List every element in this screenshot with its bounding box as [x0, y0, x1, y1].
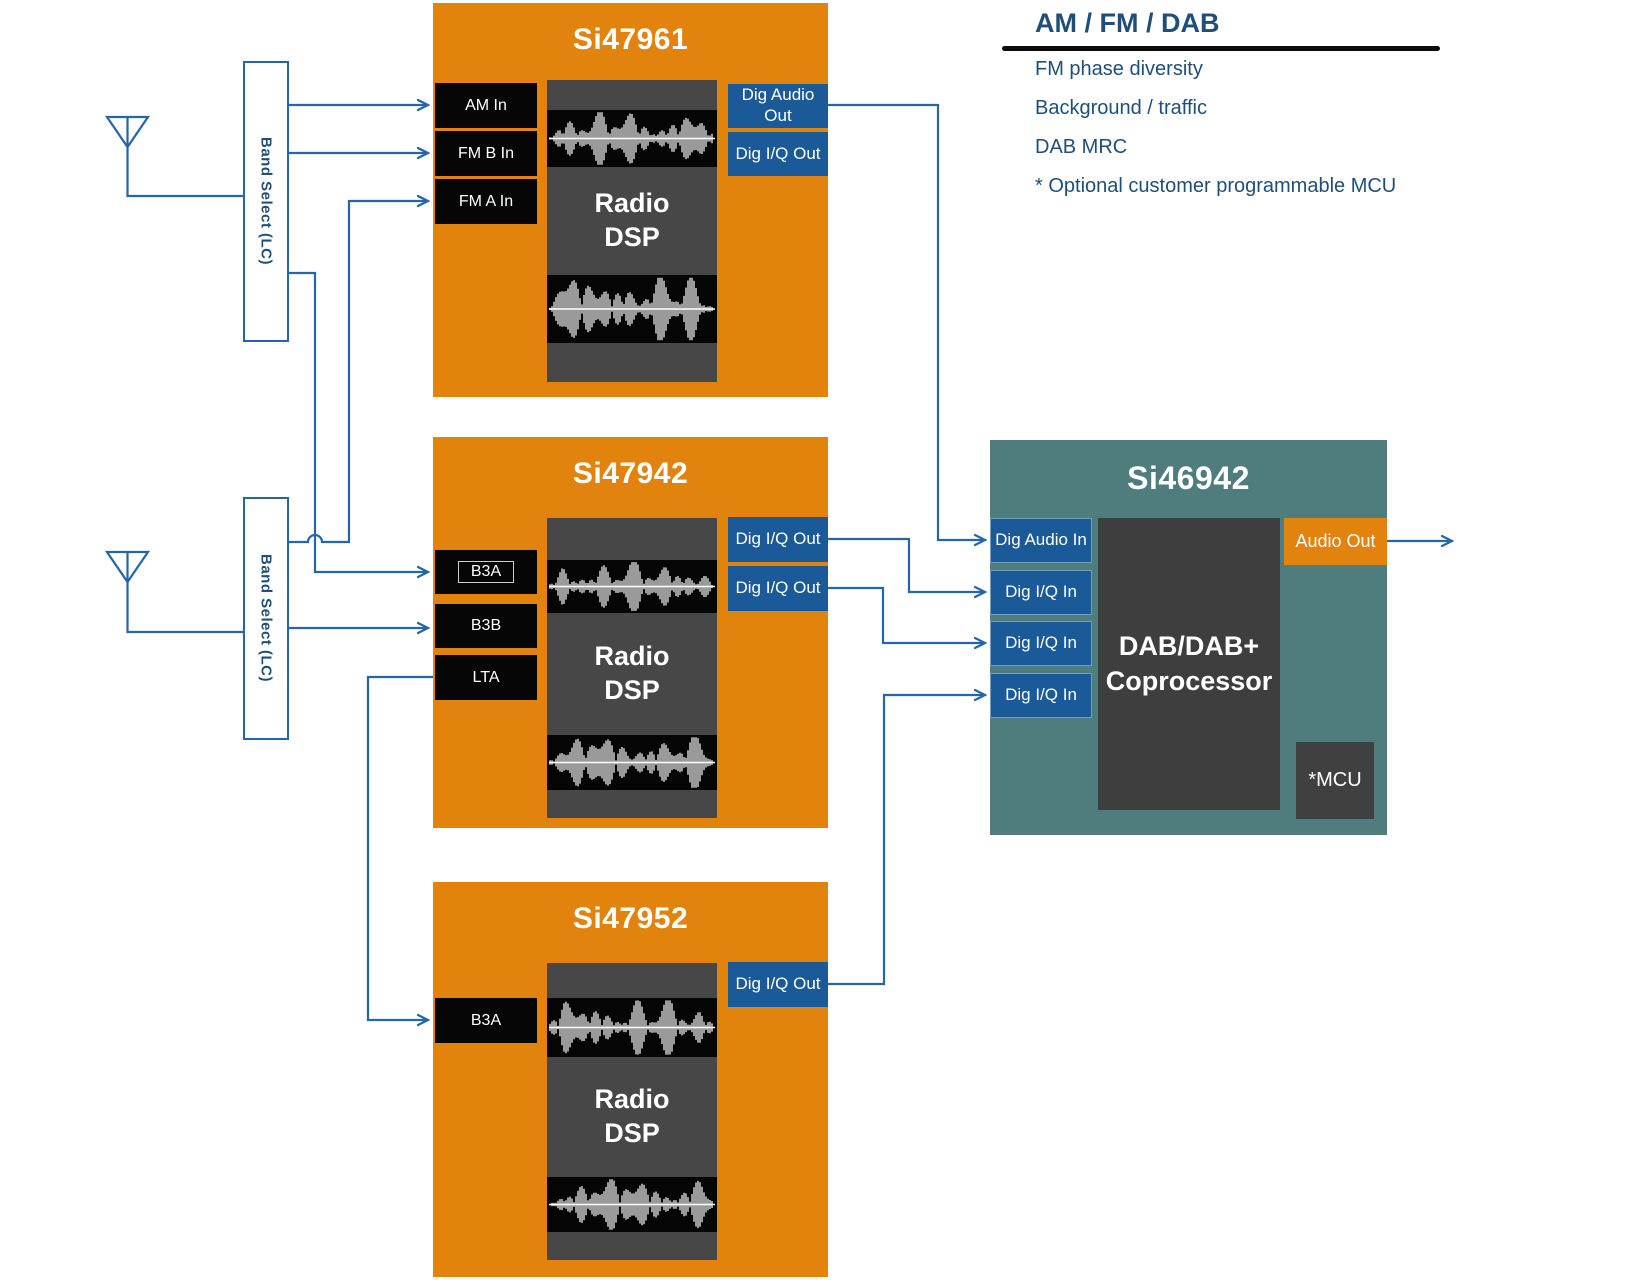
mcu-block: *MCU	[1296, 742, 1374, 819]
output-dig-audio-out-label: Dig Audio Out	[741, 85, 815, 125]
output-dig-iq-out-3: Dig I/Q Out	[728, 566, 828, 611]
chip-si47942-title: Si47942	[572, 457, 689, 490]
radio-dsp-si47952: Radio DSP	[547, 963, 717, 1260]
input-dig-iq-in-1: Dig I/Q In	[990, 570, 1092, 615]
radio-dsp-si47961: Radio DSP	[547, 80, 717, 382]
waveform-image	[547, 275, 717, 343]
waveform-image	[547, 110, 717, 167]
radio-dsp-si47942: Radio DSP	[547, 518, 717, 818]
input-b3a: B3A	[435, 550, 537, 594]
input-b3a-952: B3A	[435, 998, 537, 1043]
wire-digiq3-to-in4	[828, 695, 985, 986]
antenna-1-icon	[104, 115, 243, 198]
output-dig-iq-out-label: Dig I/Q Out	[735, 529, 821, 549]
input-dig-audio-in: Dig Audio In	[990, 518, 1092, 563]
wire-digaudio-to-in1	[828, 103, 985, 540]
input-dig-iq-in-2: Dig I/Q In	[990, 621, 1092, 666]
wire-bs2-to-fm-a-in	[289, 201, 428, 544]
input-fm-b-in: FM B In	[435, 131, 537, 176]
input-dig-iq-in-label: Dig I/Q In	[1005, 685, 1077, 705]
wire-bs1-to-b3a	[289, 271, 428, 572]
dab-coprocessor-label: DAB/DAB+ Coprocessor	[1105, 630, 1273, 696]
input-dig-audio-in-label: Dig Audio In	[995, 530, 1087, 550]
wire-digiq2-to-in3	[828, 586, 985, 643]
mcu-label: *MCU	[1308, 769, 1362, 791]
radio-dsp-label: Radio DSP	[594, 1084, 670, 1148]
input-b3b-label: B3B	[470, 617, 502, 634]
input-am-in-label: AM In	[465, 96, 507, 114]
legend-item: FM phase diversity	[1035, 58, 1203, 80]
band-select-2-label: Band Select (LC)	[257, 554, 275, 683]
input-dig-iq-in-label: Dig I/Q In	[1005, 582, 1077, 602]
input-b3a-label: B3A	[457, 561, 515, 583]
legend-item: Background / traffic	[1035, 97, 1207, 119]
input-am-in: AM In	[435, 83, 537, 128]
output-audio-out-label: Audio Out	[1295, 531, 1376, 552]
wire-digiq1-to-in2	[828, 537, 985, 592]
legend-item: DAB MRC	[1035, 136, 1128, 158]
waveform-image	[547, 998, 717, 1057]
output-dig-iq-out-label: Dig I/Q Out	[735, 974, 821, 994]
input-fm-a-in-label: FM A In	[458, 192, 514, 210]
input-fm-a-in: FM A In	[435, 179, 537, 224]
chip-si47961-title: Si47961	[572, 23, 689, 56]
waveform-image	[547, 735, 717, 790]
legend-underline	[1002, 46, 1440, 51]
output-dig-iq-out-label: Dig I/Q Out	[735, 578, 821, 598]
band-select-1: Band Select (LC)	[243, 61, 289, 342]
waveform-image	[547, 560, 717, 613]
dab-coprocessor: DAB/DAB+ Coprocessor	[1098, 518, 1280, 810]
radio-dsp-label: Radio DSP	[594, 188, 670, 252]
wire-lta-to-b3a	[366, 675, 433, 1020]
chip-si47942: Si47942 B3A B3B LTA Radio DSP Dig I/Q Ou…	[433, 437, 828, 828]
output-dig-iq-out-1: Dig I/Q Out	[728, 132, 828, 176]
output-dig-audio-out: Dig Audio Out	[728, 84, 828, 128]
input-fm-b-in-label: FM B In	[457, 144, 514, 162]
waveform-image	[547, 1177, 717, 1232]
legend-item: * Optional customer programmable MCU	[1035, 175, 1397, 197]
input-dig-iq-in-3: Dig I/Q In	[990, 673, 1092, 718]
output-dig-iq-out-2: Dig I/Q Out	[728, 517, 828, 562]
output-audio-out: Audio Out	[1284, 518, 1387, 565]
chip-si47952-title: Si47952	[572, 902, 689, 935]
chip-si47961: Si47961 AM In FM B In FM A In Radio DSP …	[433, 3, 828, 397]
input-lta: LTA	[435, 655, 537, 700]
input-b3a-952-label: B3A	[470, 1011, 502, 1029]
antenna-2-icon	[104, 550, 243, 634]
chip-si47952: Si47952 B3A Radio DSP Dig I/Q Out	[433, 882, 828, 1277]
chip-si46942: Si46942 Dig Audio In Dig I/Q In Dig I/Q …	[990, 440, 1387, 835]
band-select-2: Band Select (LC)	[243, 497, 289, 740]
band-select-1-label: Band Select (LC)	[257, 137, 275, 266]
radio-dsp-label: Radio DSP	[594, 641, 670, 705]
input-b3b: B3B	[435, 604, 537, 648]
input-dig-iq-in-label: Dig I/Q In	[1005, 633, 1077, 653]
legend-title: AM / FM / DAB	[1035, 8, 1220, 38]
chip-si46942-title: Si46942	[1127, 460, 1250, 496]
input-lta-label: LTA	[472, 668, 500, 686]
output-dig-iq-out-4: Dig I/Q Out	[728, 962, 828, 1007]
output-dig-iq-out-label: Dig I/Q Out	[735, 143, 821, 163]
